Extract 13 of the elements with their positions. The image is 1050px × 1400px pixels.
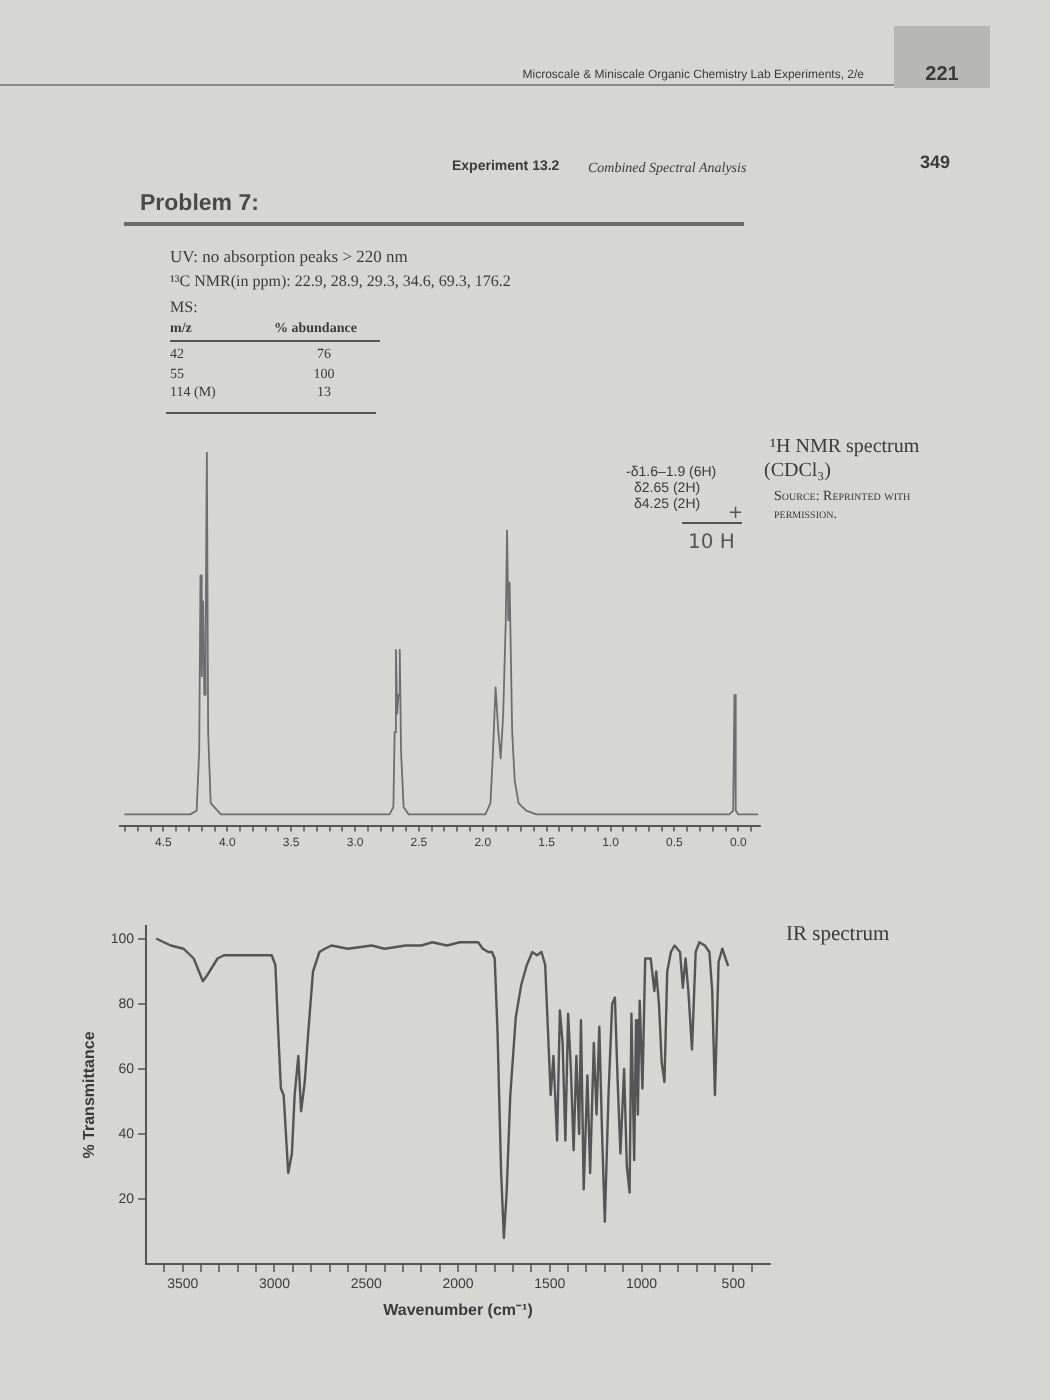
text: ¹H NMR spectrum (770, 436, 920, 459)
text: MS: (170, 298, 198, 317)
text: IR spectrum (786, 924, 890, 949)
annotation: + (728, 504, 744, 525)
text: Problem 7: (140, 192, 259, 219)
x-axis-title: Wavenumber (cm⁻¹) (383, 1300, 534, 1319)
text: 349 (920, 152, 951, 173)
y-axis-title: % Transmittance (80, 1030, 99, 1159)
text: UV: no absorption peaks > 220 nm (170, 246, 408, 268)
annotation: 10 H (688, 532, 735, 555)
text: 221 (923, 64, 961, 87)
chart-subtitle: (CDCl₃) (764, 460, 831, 483)
text: ¹³C NMR(in ppm): 22.9, 28.9, 29.3, 34.6, 69.3, 176.2 (170, 272, 511, 291)
